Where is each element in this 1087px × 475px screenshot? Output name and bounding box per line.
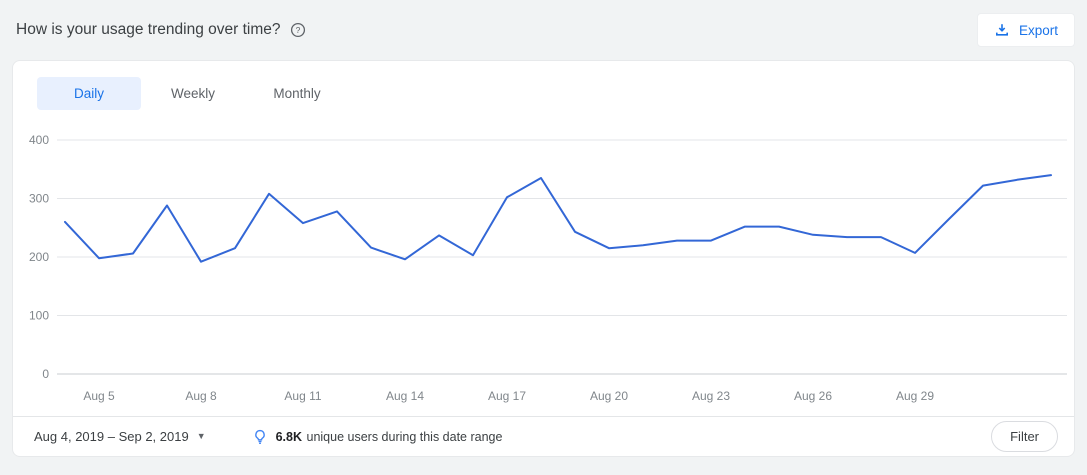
page-title: How is your usage trending over time? bbox=[16, 21, 281, 38]
svg-text:200: 200 bbox=[29, 250, 49, 264]
svg-text:Aug 11: Aug 11 bbox=[284, 389, 321, 403]
usage-card: Daily Weekly Monthly 0 100 200 300 400 Aug 5 A… bbox=[12, 60, 1075, 457]
granularity-tabs: Daily Weekly Monthly bbox=[13, 61, 1074, 110]
svg-text:Aug 17: Aug 17 bbox=[488, 389, 526, 403]
svg-text:Aug 5: Aug 5 bbox=[83, 389, 115, 403]
filter-button[interactable]: Filter bbox=[991, 421, 1058, 452]
svg-text:Aug 23: Aug 23 bbox=[692, 389, 730, 403]
svg-text:Aug 8: Aug 8 bbox=[185, 389, 217, 403]
insight: 6.8K unique users during this date range bbox=[252, 429, 503, 445]
lightbulb-icon bbox=[252, 429, 268, 445]
card-footer: Aug 4, 2019 – Sep 2, 2019 ▼ 6.8K unique … bbox=[13, 416, 1074, 456]
help-icon[interactable]: ? bbox=[290, 22, 306, 38]
svg-text:Aug 29: Aug 29 bbox=[896, 389, 934, 403]
svg-text:?: ? bbox=[295, 25, 300, 35]
tab-monthly[interactable]: Monthly bbox=[273, 86, 321, 101]
page-header: How is your usage trending over time? ? … bbox=[0, 0, 1087, 60]
svg-text:Aug 14: Aug 14 bbox=[386, 389, 424, 403]
export-button[interactable]: Export bbox=[976, 13, 1075, 47]
svg-text:100: 100 bbox=[29, 309, 49, 323]
download-icon bbox=[994, 22, 1010, 38]
svg-text:400: 400 bbox=[29, 133, 49, 147]
tab-daily[interactable]: Daily bbox=[37, 77, 141, 110]
date-range-label: Aug 4, 2019 – Sep 2, 2019 bbox=[34, 429, 189, 444]
chart-area: 0 100 200 300 400 Aug 5 Aug 8 Aug 11 Aug 14 Aug 1… bbox=[13, 110, 1074, 416]
tab-weekly[interactable]: Weekly bbox=[170, 86, 215, 101]
svg-text:0: 0 bbox=[42, 367, 49, 381]
date-range-selector[interactable]: Aug 4, 2019 – Sep 2, 2019 ▼ bbox=[34, 429, 206, 444]
usage-line-chart: 0 100 200 300 400 Aug 5 Aug 8 Aug 11 Aug 14 Aug 1… bbox=[29, 133, 1067, 403]
svg-text:Aug 20: Aug 20 bbox=[590, 389, 628, 403]
svg-text:300: 300 bbox=[29, 192, 49, 206]
chevron-down-icon: ▼ bbox=[196, 431, 206, 441]
insight-text: unique users during this date range bbox=[303, 429, 503, 444]
insight-value: 6.8K bbox=[275, 429, 303, 444]
export-label: Export bbox=[1018, 22, 1058, 38]
svg-text:Aug 26: Aug 26 bbox=[794, 389, 832, 403]
